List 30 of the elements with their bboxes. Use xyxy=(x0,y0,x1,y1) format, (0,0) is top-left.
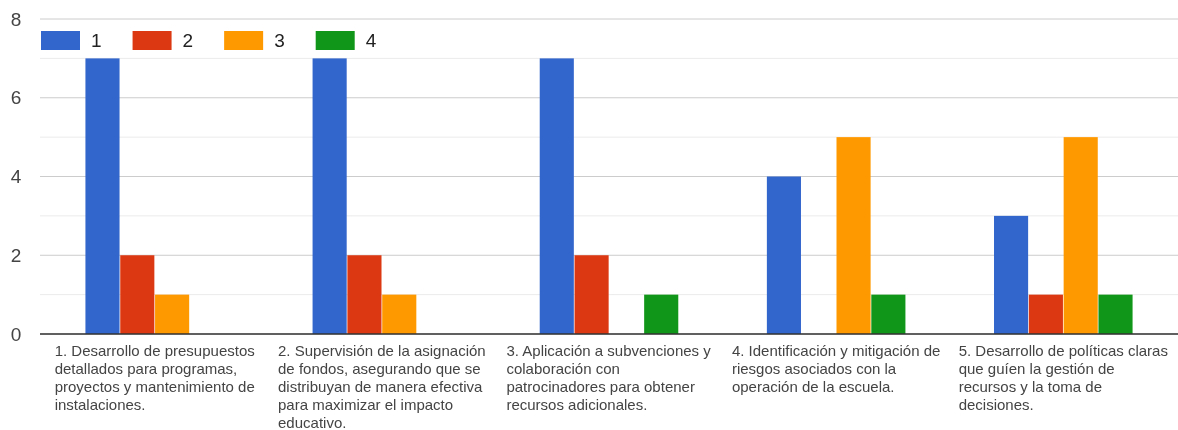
x-tick-label: 2. Supervisión de la asignación de fondos, asegurando que se distribuyan de manera efectiva para maximizar el impacto educativo. xyxy=(278,342,486,430)
bar xyxy=(766,176,801,334)
x-tick-label: 1. Desarrollo de presupuestos detallados para programas, proyectos y mantenimiento de instalaciones. xyxy=(54,342,255,413)
bar xyxy=(644,294,679,334)
y-tick-label: 4 xyxy=(10,166,22,187)
bar xyxy=(871,294,906,334)
legend-label: 1 xyxy=(91,30,102,51)
bar xyxy=(1028,294,1063,334)
bar xyxy=(994,215,1029,334)
bar xyxy=(120,255,155,334)
bar xyxy=(1063,137,1098,334)
legend-label: 3 xyxy=(274,30,285,51)
legend-label: 4 xyxy=(365,30,377,51)
bar xyxy=(382,294,417,334)
y-tick-label: 6 xyxy=(10,87,22,109)
bar xyxy=(85,58,120,334)
y-tick-label: 2 xyxy=(10,244,22,266)
y-tick-label: 8 xyxy=(10,8,22,30)
bar xyxy=(1098,294,1133,334)
bar xyxy=(347,255,382,334)
bar xyxy=(836,137,871,334)
bar xyxy=(155,294,190,334)
legend-label: 2 xyxy=(182,30,194,51)
x-tick-label: 4. Identificación y mitigación de riesgos asociados con la operación de la escuela. xyxy=(731,342,941,395)
x-tick-label: 3. Aplicación a subvenciones y colaboración con patrocinadores para obtener recursos adicionales. xyxy=(506,342,712,413)
bar xyxy=(574,255,609,334)
y-tick-label: 0 xyxy=(10,323,22,345)
x-tick-label: 5. Desarrollo de políticas claras que guíen la gestión de recursos y la toma de decisiones. xyxy=(958,342,1168,413)
bar xyxy=(539,58,574,334)
bar xyxy=(312,58,347,334)
